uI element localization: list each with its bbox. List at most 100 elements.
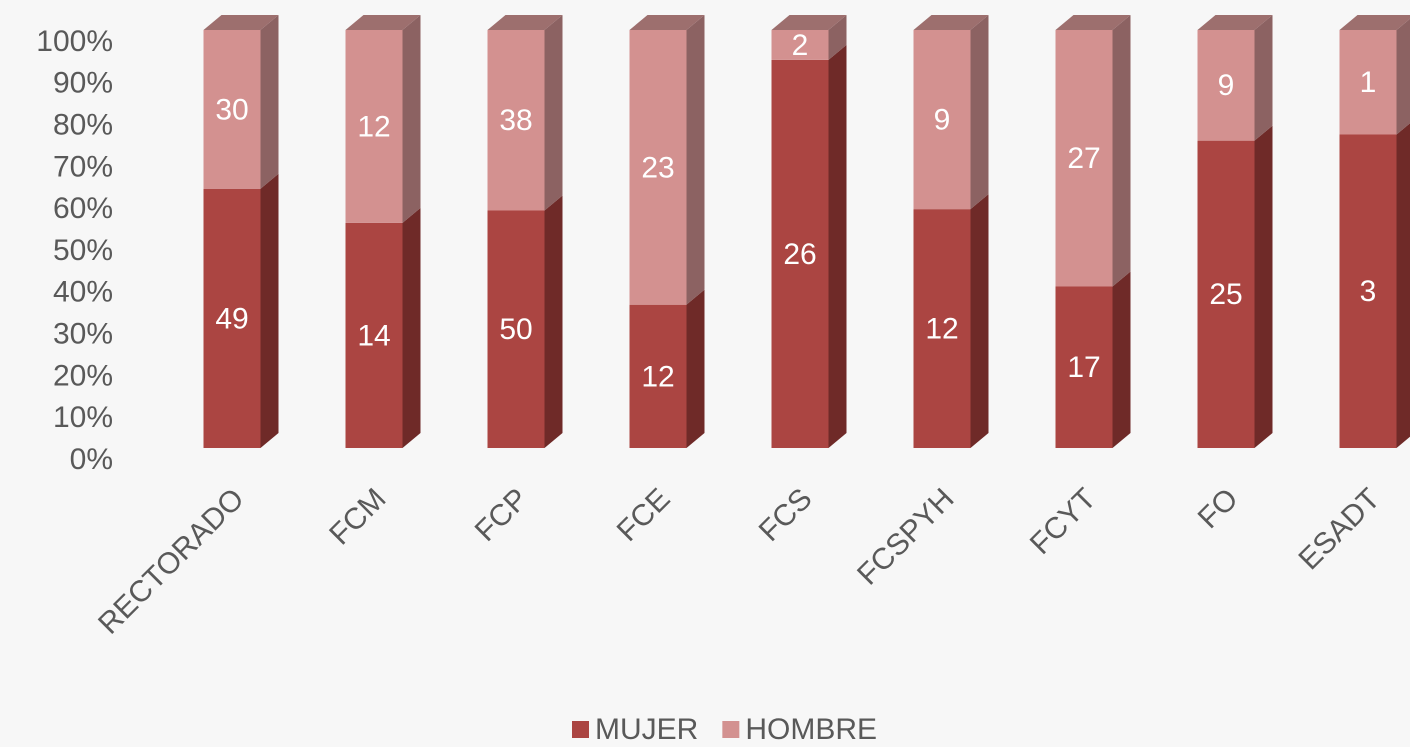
bar-front	[1197, 140, 1255, 448]
bar-segment	[1339, 123, 1410, 448]
y-tick-label: 100%	[36, 25, 113, 58]
bar-top	[1055, 15, 1131, 30]
bar-side	[1112, 15, 1131, 287]
x-tick-label: ESADT	[1292, 482, 1386, 576]
bar-side	[828, 15, 847, 60]
bar-front	[1197, 30, 1255, 141]
data-label: 30	[215, 93, 248, 126]
x-tick-label: FCM	[323, 482, 392, 551]
bar-segment	[1339, 15, 1410, 135]
data-label: 12	[641, 360, 674, 393]
legend-label: HOMBRE	[745, 713, 877, 746]
x-tick-label: FCE	[611, 482, 677, 548]
bar-front	[487, 30, 545, 211]
bar-side	[970, 15, 989, 210]
bar-front	[203, 30, 261, 189]
bar-front	[913, 30, 971, 210]
data-label: 38	[499, 104, 532, 137]
data-label: 23	[641, 151, 674, 184]
bar-side	[1396, 18, 1410, 135]
bar-top	[1197, 15, 1273, 30]
bar-top	[629, 15, 705, 30]
bar-segment	[487, 195, 563, 448]
data-label: 25	[1209, 278, 1242, 311]
x-tick-label: FCYT	[1024, 482, 1103, 561]
bar-segment	[487, 15, 563, 211]
bar-segment	[771, 44, 847, 448]
bar-segment	[629, 289, 705, 448]
bar-front	[1055, 30, 1113, 287]
bar-side	[1254, 15, 1273, 141]
y-tick-label: 0%	[70, 443, 113, 476]
bar-side	[828, 44, 847, 448]
bar-segment	[203, 173, 279, 448]
bar-side	[260, 15, 279, 189]
bar-front	[913, 209, 971, 448]
x-tick-label: FCSPYH	[851, 482, 960, 591]
data-label: 9	[1218, 69, 1235, 102]
data-label: 49	[215, 302, 248, 335]
bar-side	[544, 15, 563, 211]
y-tick-label: 80%	[53, 109, 113, 142]
bar-top	[913, 15, 989, 30]
x-tick-label: RECTORADO	[92, 482, 250, 640]
bar-segment	[629, 15, 705, 305]
data-label: 9	[934, 103, 951, 136]
bar-side	[686, 289, 705, 448]
y-tick-label: 50%	[53, 234, 113, 267]
x-tick-label: FO	[1192, 482, 1245, 535]
bar-segment	[913, 194, 989, 448]
bar-segment	[1055, 271, 1131, 448]
bar-front	[1339, 134, 1397, 448]
bar-top	[345, 15, 421, 30]
bar-segment	[913, 15, 989, 210]
bar-front	[345, 222, 403, 448]
y-tick-label: 20%	[53, 359, 113, 392]
bar-segment	[1197, 15, 1273, 141]
legend-label: MUJER	[595, 713, 698, 746]
bar-front	[1339, 30, 1397, 135]
y-tick-label: 10%	[53, 401, 113, 434]
legend-swatch	[722, 721, 740, 738]
bar-side	[1112, 271, 1131, 448]
bar-front	[203, 188, 261, 448]
bar-side	[402, 207, 421, 448]
data-label: 26	[783, 238, 816, 271]
data-label: 50	[499, 313, 532, 346]
x-tick-label: FCP	[469, 482, 535, 548]
bar-top	[1339, 15, 1410, 30]
bar-front	[629, 304, 687, 448]
bar-side	[970, 194, 989, 448]
data-label: 14	[357, 319, 390, 352]
bar-front	[487, 210, 545, 448]
data-label: 17	[1067, 351, 1100, 384]
data-label: 27	[1067, 142, 1100, 175]
y-tick-label: 90%	[53, 67, 113, 100]
bar-top	[203, 15, 279, 30]
data-label: 3	[1360, 275, 1377, 308]
y-tick-label: 60%	[53, 192, 113, 225]
bar-front	[345, 30, 403, 223]
data-label: 2	[792, 29, 809, 62]
bar-side	[260, 173, 279, 448]
data-label: 12	[925, 312, 958, 345]
bar-side	[402, 15, 421, 223]
legend-swatch	[572, 721, 589, 738]
bar-front	[1055, 286, 1113, 448]
bar-segment	[1197, 125, 1273, 448]
bar-front	[771, 30, 829, 60]
bar-side	[544, 195, 563, 448]
bar-segment	[203, 15, 279, 189]
y-tick-label: 30%	[53, 318, 113, 351]
bar-side	[1396, 123, 1410, 448]
bar-side	[1254, 125, 1273, 448]
bar-segment	[771, 15, 847, 60]
data-label: 1	[1360, 66, 1377, 99]
bar-segment	[345, 207, 421, 448]
bar-side	[686, 15, 705, 305]
bar-top	[771, 15, 847, 30]
bar-front	[629, 30, 687, 305]
bar-front	[771, 59, 829, 448]
x-tick-label: FCS	[753, 482, 819, 548]
